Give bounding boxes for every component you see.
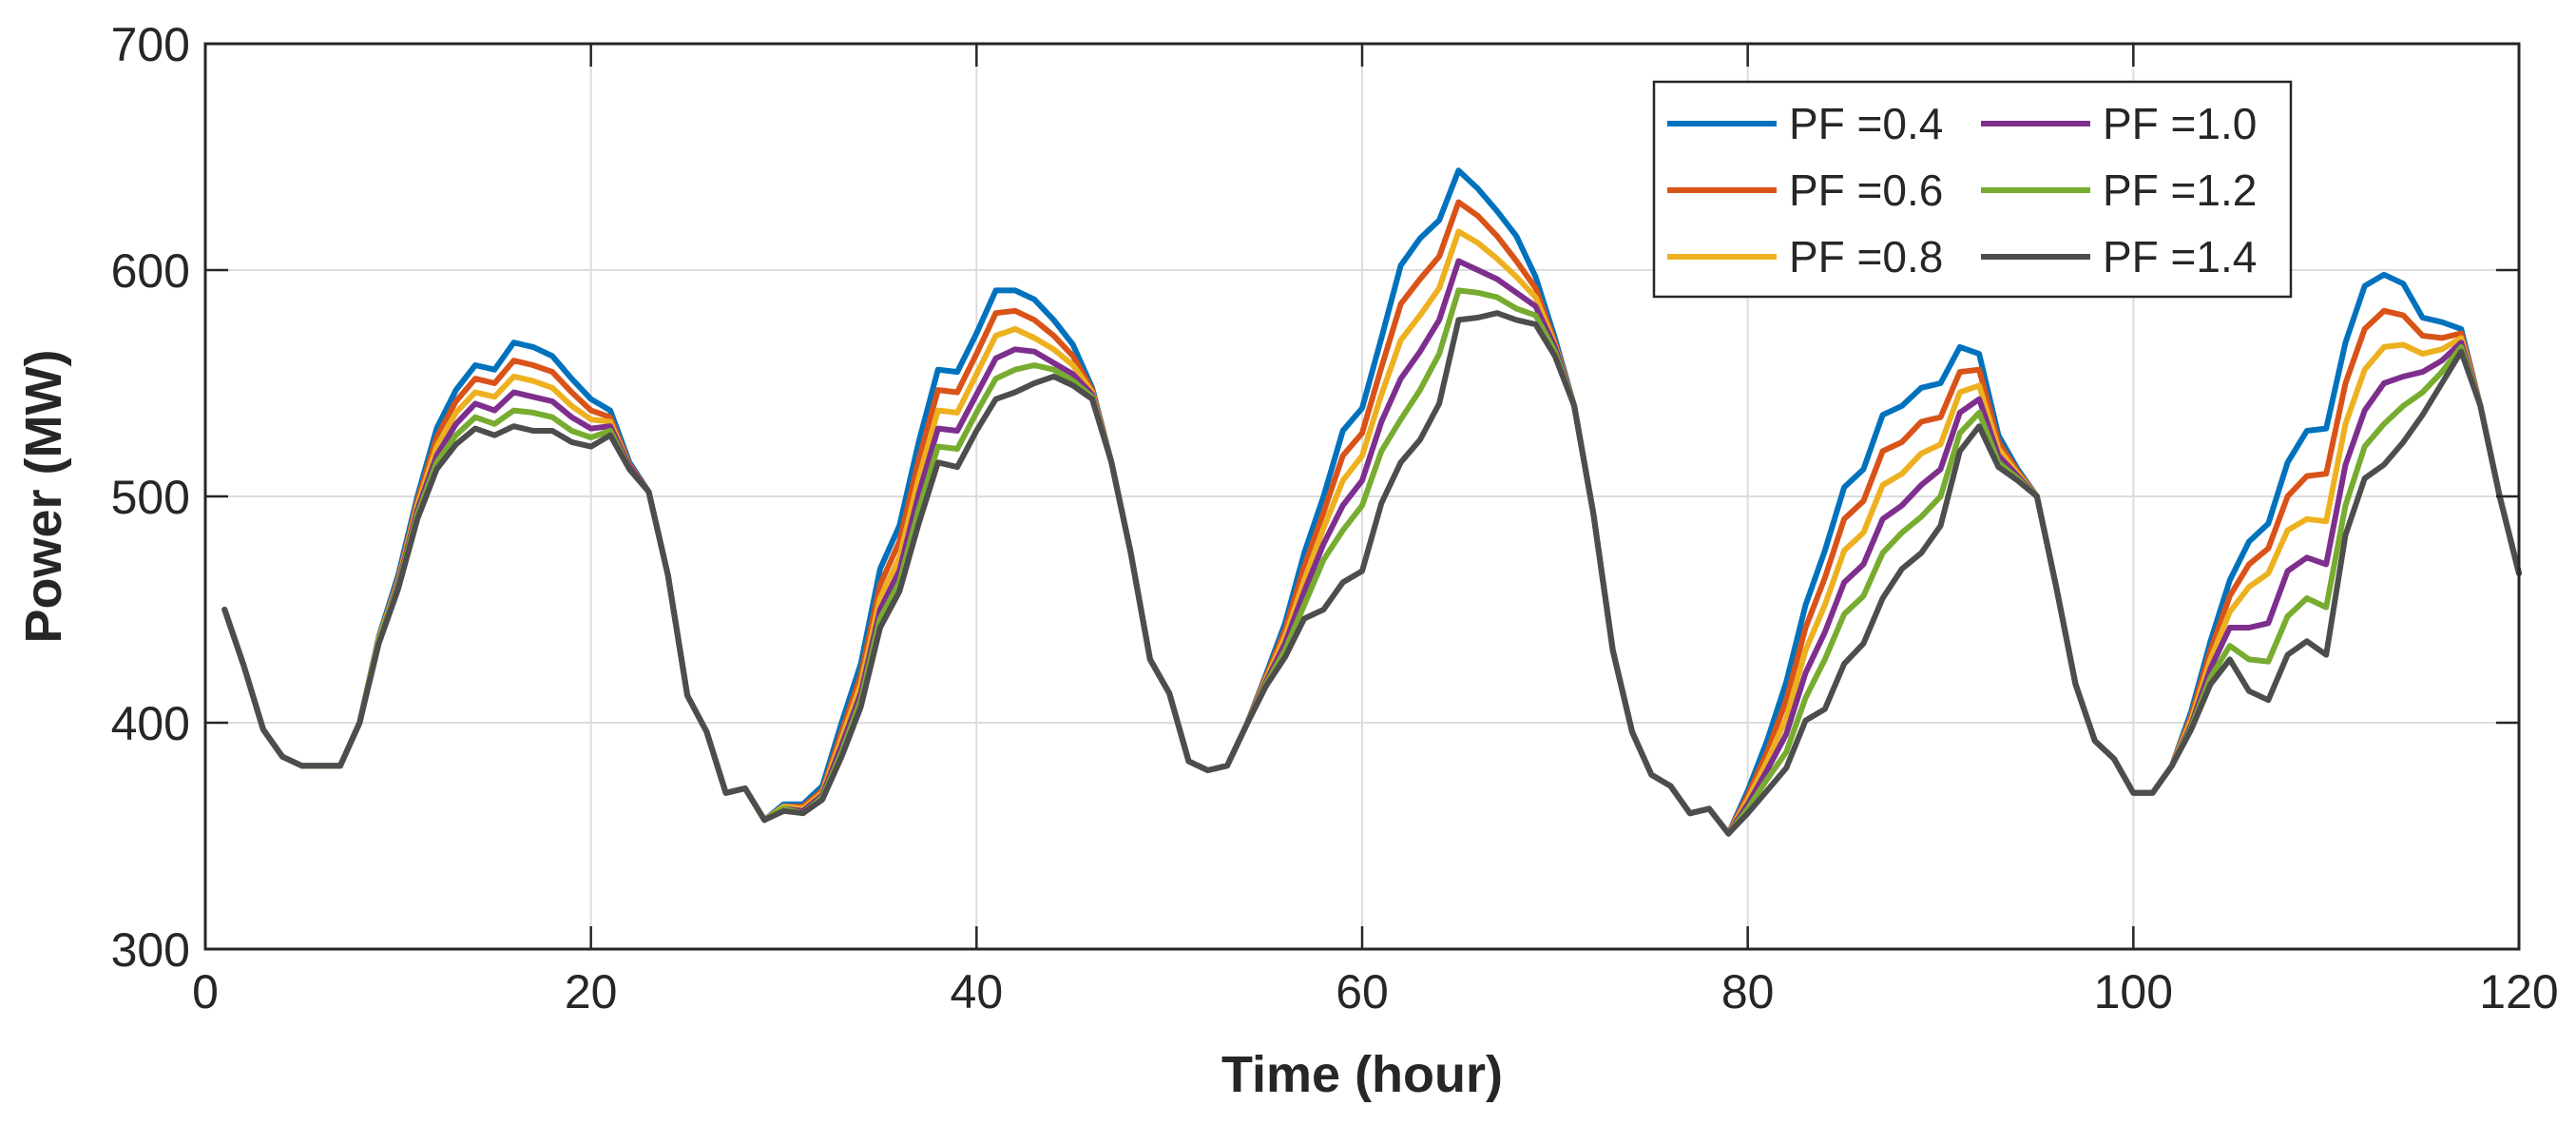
- series-lines: [221, 167, 2522, 837]
- x-axis-title: Time (hour): [1221, 1046, 1503, 1103]
- x-tick-label: 40: [951, 965, 1004, 1018]
- legend: PF =0.4 PF =0.6 PF =0.8 PF =1.0 PF =1.2 PF =1…: [1652, 80, 2293, 299]
- x-tick-label: 0: [192, 965, 219, 1018]
- y-tick-label: 600: [111, 244, 190, 298]
- legend-label: PF =1.0: [2103, 99, 2257, 148]
- series-line-6: [221, 310, 2522, 837]
- legend-label: PF =1.2: [2103, 165, 2257, 215]
- y-tick-label: 700: [111, 18, 190, 71]
- y-axis-ticks: 300 400 500 600 700: [111, 18, 2519, 977]
- x-tick-label: 80: [1721, 965, 1775, 1018]
- legend-label: PF =0.4: [1789, 99, 1943, 148]
- y-tick-label: 400: [111, 697, 190, 750]
- legend-label: PF =0.8: [1789, 232, 1943, 281]
- x-tick-label: 60: [1336, 965, 1389, 1018]
- x-tick-label: 20: [565, 965, 618, 1018]
- y-tick-label: 500: [111, 471, 190, 524]
- x-tick-label: 120: [2479, 965, 2558, 1018]
- x-axis-ticks: 0 20 40 60 80 100 120: [192, 44, 2559, 1018]
- y-tick-label: 300: [111, 923, 190, 977]
- legend-label: PF =1.4: [2103, 232, 2257, 281]
- legend-label: PF =0.6: [1789, 165, 1943, 215]
- y-axis-title: Power (MW): [15, 350, 72, 644]
- x-tick-label: 100: [2094, 965, 2173, 1018]
